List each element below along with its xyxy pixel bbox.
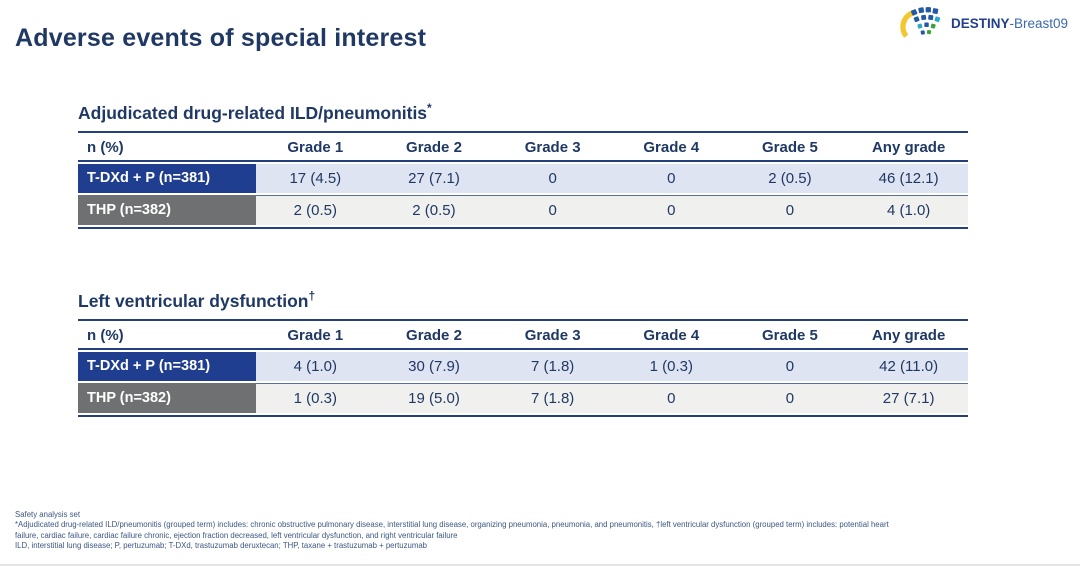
lv-table-wrap: n (%) Grade 1 Grade 2 Grade 3 Grade 4 Gr… (78, 318, 968, 417)
row-label-tdxd: T-DXd + P (n=381) (78, 163, 256, 193)
table-cell: 0 (611, 194, 731, 225)
table-cell: 1 (0.3) (256, 382, 375, 413)
lv-header-row: n (%) Grade 1 Grade 2 Grade 3 Grade 4 Gr… (78, 323, 968, 350)
destiny-logo-icon (900, 7, 941, 38)
footnote-line: ILD, interstitial lung disease; P, pertu… (15, 541, 428, 551)
table-cell: 1 (0.3) (611, 351, 731, 381)
ild-table-title: Adjudicated drug-related ILD/pneumonitis… (78, 101, 968, 124)
table-row-tdxd: T-DXd + P (n=381) 4 (1.0) 30 (7.9) 7 (1.… (78, 351, 968, 381)
table-cell: 2 (0.5) (730, 163, 850, 193)
table-cell: 7 (1.8) (493, 351, 612, 381)
column-header-n-pct: n (%) (78, 323, 256, 350)
ild-header-row: n (%) Grade 1 Grade 2 Grade 3 Grade 4 Gr… (78, 135, 968, 162)
ild-table-wrap: n (%) Grade 1 Grade 2 Grade 3 Grade 4 Gr… (78, 130, 968, 229)
table-cell: 27 (7.1) (374, 163, 494, 193)
ild-table-title-marker: * (427, 101, 432, 115)
footnote-line: failure, cardiac failure, cardiac failur… (15, 530, 458, 540)
row-label-thp: THP (n=382) (78, 194, 256, 225)
table-cell: 42 (11.0) (849, 351, 968, 381)
destiny-breast09-logo: DESTINY-Breast09 (900, 7, 1068, 39)
table-cell: 4 (1.0) (256, 351, 375, 381)
logo-text-breast09: -Breast09 (1009, 15, 1068, 31)
table-cell: 30 (7.9) (374, 351, 494, 381)
column-header-grade2: Grade 2 (374, 323, 494, 350)
footnotes: Safety analysis set *Adjudicated drug-re… (15, 510, 889, 552)
table-row-thp: THP (n=382) 2 (0.5) 2 (0.5) 0 0 0 4 (1.0… (78, 194, 968, 225)
column-header-grade4: Grade 4 (611, 135, 731, 162)
table-cell: 0 (730, 194, 850, 225)
footnote-line: *Adjudicated drug-related ILD/pneumoniti… (15, 520, 889, 530)
row-label-thp: THP (n=382) (78, 382, 256, 413)
logo-text: DESTINY-Breast09 (951, 16, 1068, 31)
table-cell: 46 (12.1) (849, 163, 968, 193)
table-cell: 2 (0.5) (256, 194, 375, 225)
column-header-anygrade: Any grade (849, 135, 968, 162)
table-cell: 0 (493, 194, 612, 225)
column-header-grade1: Grade 1 (256, 135, 375, 162)
column-header-anygrade: Any grade (849, 323, 968, 350)
table-row-tdxd: T-DXd + P (n=381) 17 (4.5) 27 (7.1) 0 0 … (78, 163, 968, 193)
table-cell: 4 (1.0) (849, 194, 968, 225)
column-header-grade4: Grade 4 (611, 323, 731, 350)
column-header-grade3: Grade 3 (493, 135, 612, 162)
column-header-grade3: Grade 3 (493, 323, 612, 350)
lv-table-title: Left ventricular dysfunction† (78, 289, 968, 312)
lv-table-title-text: Left ventricular dysfunction (78, 290, 309, 311)
table-cell: 2 (0.5) (374, 194, 494, 225)
lv-table-title-marker: † (308, 289, 316, 303)
lv-dysfunction-section: Left ventricular dysfunction† n (%) Grad… (78, 289, 968, 417)
table-cell: 17 (4.5) (256, 163, 375, 193)
table-cell: 7 (1.8) (493, 382, 612, 413)
logo-text-destiny: DESTINY (950, 15, 1010, 31)
lv-table: n (%) Grade 1 Grade 2 Grade 3 Grade 4 Gr… (78, 321, 968, 415)
row-label-tdxd: T-DXd + P (n=381) (78, 351, 256, 381)
ild-table-title-text: Adjudicated drug-related ILD/pneumonitis (78, 102, 428, 123)
table-cell: 0 (493, 163, 612, 193)
column-header-grade1: Grade 1 (256, 323, 375, 350)
footnote-line: Safety analysis set (15, 510, 81, 519)
table-cell: 0 (730, 382, 850, 413)
column-header-n-pct: n (%) (78, 135, 256, 162)
table-cell: 0 (611, 163, 731, 193)
table-row-thp: THP (n=382) 1 (0.3) 19 (5.0) 7 (1.8) 0 0… (78, 382, 968, 413)
table-cell: 19 (5.0) (374, 382, 494, 413)
column-header-grade5: Grade 5 (730, 323, 850, 350)
ild-table: n (%) Grade 1 Grade 2 Grade 3 Grade 4 Gr… (78, 133, 968, 227)
table-cell: 0 (730, 351, 850, 381)
page-title: Adverse events of special interest (15, 24, 427, 52)
table-cell: 27 (7.1) (849, 382, 968, 413)
table-cell: 0 (611, 382, 731, 413)
column-header-grade5: Grade 5 (730, 135, 850, 162)
ild-pneumonitis-section: Adjudicated drug-related ILD/pneumonitis… (78, 101, 968, 229)
column-header-grade2: Grade 2 (374, 135, 494, 162)
